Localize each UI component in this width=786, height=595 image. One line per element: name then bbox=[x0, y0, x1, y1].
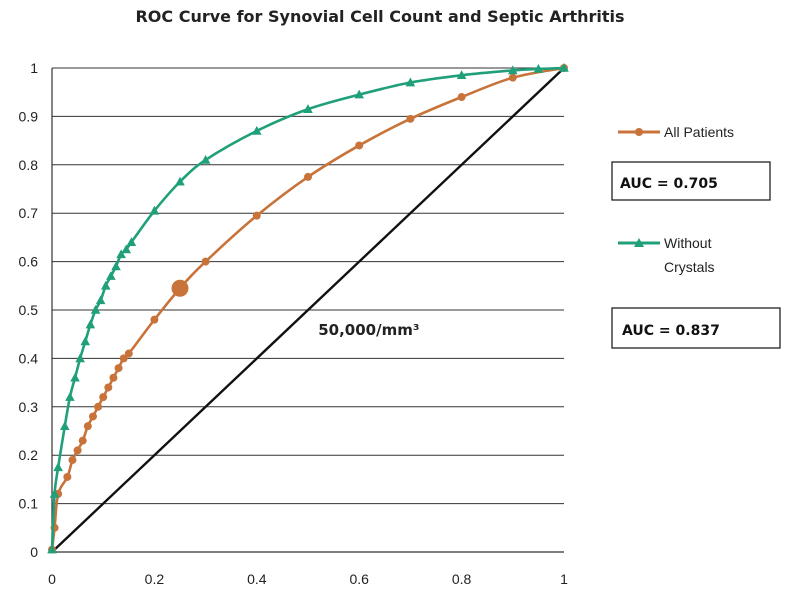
data-point bbox=[121, 244, 132, 254]
grid-lines bbox=[52, 67, 564, 505]
data-point bbox=[508, 73, 517, 82]
data-point bbox=[354, 89, 364, 99]
data-point bbox=[457, 93, 466, 102]
y-tick-label: 0.3 bbox=[19, 399, 39, 415]
data-point bbox=[111, 261, 121, 271]
y-tick-label: 0.7 bbox=[19, 205, 39, 221]
y-tick-label: 0 bbox=[30, 544, 38, 560]
auc-box-without-crystals: AUC = 0.837 bbox=[611, 307, 781, 349]
series-line bbox=[50, 66, 565, 550]
legend: All Patients AUC = 0.705 Without Crystals… bbox=[611, 124, 781, 349]
x-tick-label: 0.6 bbox=[349, 571, 369, 587]
y-tick-label: 0.9 bbox=[19, 108, 39, 124]
axes bbox=[51, 68, 564, 553]
legend-label-without-crystals: Without Crystals bbox=[664, 235, 715, 275]
auc-label-all-patients: AUC = 0.705 bbox=[620, 176, 718, 192]
cutoff-annotation: 50,000/mm³ bbox=[318, 321, 419, 339]
data-point bbox=[533, 63, 544, 73]
y-tick-label: 1 bbox=[30, 60, 38, 76]
data-point bbox=[559, 63, 569, 72]
x-tick-label: 0.8 bbox=[452, 571, 472, 587]
data-point bbox=[252, 125, 262, 135]
data-point bbox=[65, 392, 75, 401]
data-point bbox=[53, 462, 63, 472]
data-point bbox=[95, 295, 106, 305]
y-tick-label: 0.6 bbox=[19, 254, 39, 270]
data-point bbox=[508, 65, 518, 75]
data-point bbox=[47, 544, 57, 554]
data-point bbox=[80, 336, 91, 346]
tick-labels: 0 0.1 0.2 0.3 0.4 0.5 0.6 0.7 0.8 0.9 1 0 0.2 0.4 0.6 0… bbox=[19, 60, 569, 587]
y-tick-label: 0.4 bbox=[19, 350, 39, 366]
data-point bbox=[200, 154, 211, 164]
y-tick-label: 0.5 bbox=[19, 302, 39, 318]
data-point bbox=[252, 211, 261, 220]
data-point bbox=[456, 70, 467, 80]
data-point bbox=[175, 176, 185, 186]
data-point bbox=[83, 422, 92, 431]
data-point bbox=[85, 319, 96, 329]
data-point bbox=[94, 402, 103, 411]
data-point bbox=[104, 383, 113, 392]
highlight-point bbox=[171, 279, 189, 297]
data-point bbox=[405, 77, 416, 87]
data-point bbox=[355, 141, 364, 150]
data-point bbox=[75, 353, 85, 363]
data-point bbox=[73, 446, 82, 455]
data-point bbox=[109, 373, 118, 382]
data-point bbox=[116, 249, 126, 259]
series-layer bbox=[47, 63, 569, 554]
legend-marker-without-crystals bbox=[634, 238, 644, 247]
data-point bbox=[150, 315, 159, 324]
series-all-patients bbox=[48, 64, 568, 554]
data-point bbox=[304, 172, 312, 181]
reference-line bbox=[51, 67, 565, 553]
auc-box-frame-all-patients bbox=[611, 161, 771, 201]
data-point bbox=[303, 104, 313, 113]
legend-label-all-patients: All Patients bbox=[664, 124, 734, 140]
y-tick-label: 0.2 bbox=[19, 447, 39, 463]
legend-item-without-crystals: Without Crystals bbox=[618, 235, 715, 275]
data-point bbox=[70, 372, 80, 382]
auc-label-without-crystals: AUC = 0.837 bbox=[622, 323, 720, 339]
data-point bbox=[63, 472, 72, 481]
data-point bbox=[68, 456, 77, 465]
x-tick-label: 0.4 bbox=[247, 571, 267, 587]
chart-title: ROC Curve for Synovial Cell Count and Se… bbox=[135, 7, 624, 26]
legend-item-all-patients: All Patients bbox=[618, 124, 734, 140]
data-point bbox=[78, 436, 87, 445]
auc-box-all-patients: AUC = 0.705 bbox=[611, 161, 771, 201]
data-point bbox=[126, 237, 137, 247]
data-point bbox=[60, 421, 70, 430]
data-point bbox=[106, 271, 116, 280]
data-point bbox=[90, 305, 101, 314]
data-point bbox=[49, 488, 60, 498]
data-point bbox=[119, 354, 128, 363]
series-without-crystals bbox=[47, 63, 569, 554]
x-tick-label: 0 bbox=[48, 571, 56, 587]
data-point bbox=[124, 349, 133, 358]
auc-box-frame-without-crystals bbox=[611, 307, 781, 349]
x-tick-label: 1 bbox=[560, 571, 568, 587]
data-point bbox=[149, 205, 160, 215]
data-point bbox=[99, 393, 108, 402]
data-point bbox=[114, 364, 123, 373]
y-tick-label: 0.1 bbox=[19, 496, 39, 512]
data-point bbox=[100, 280, 111, 290]
data-point bbox=[88, 412, 97, 421]
data-point bbox=[201, 257, 210, 266]
x-tick-label: 0.2 bbox=[145, 571, 165, 587]
data-point bbox=[406, 114, 415, 123]
y-tick-label: 0.8 bbox=[19, 157, 39, 173]
series-reference-diagonal bbox=[51, 67, 565, 553]
legend-marker-all-patients bbox=[635, 128, 643, 136]
